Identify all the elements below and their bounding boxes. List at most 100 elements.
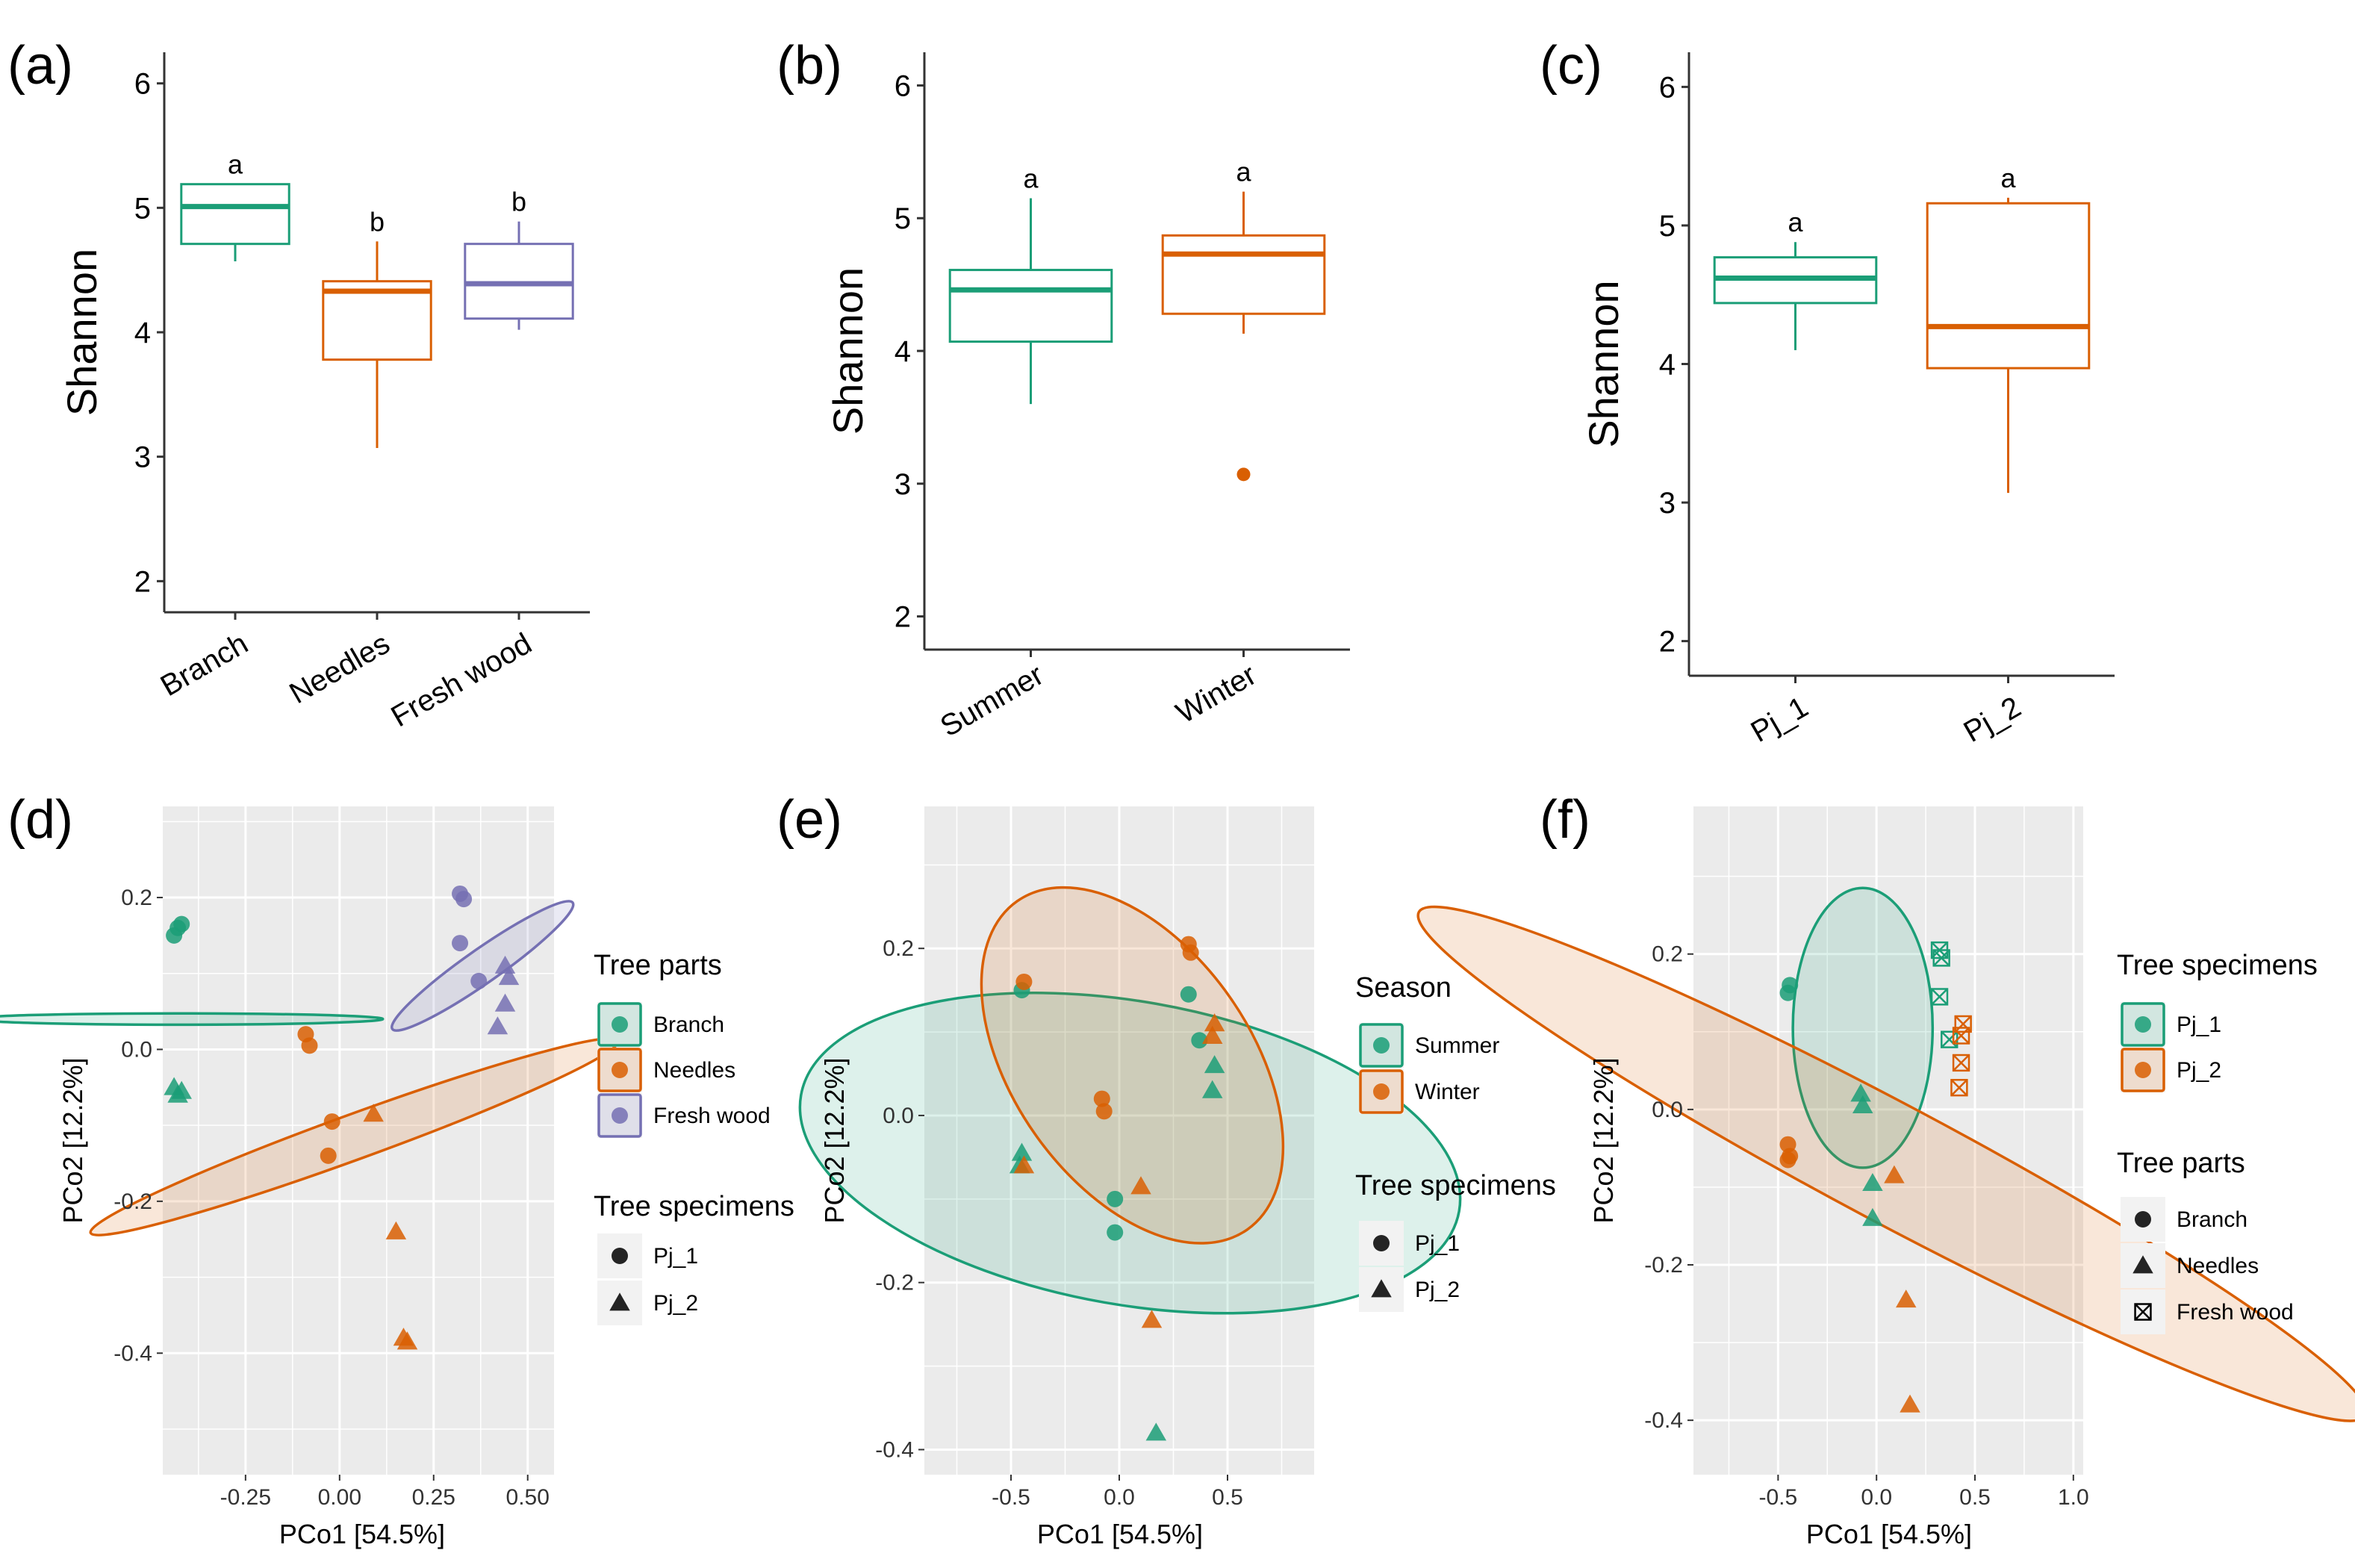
y-tick-label: 3 — [1659, 487, 1676, 520]
y-tick-label: 4 — [895, 335, 911, 368]
legend-key-symbol — [2135, 1211, 2151, 1228]
data-point — [470, 972, 488, 989]
outlier-point — [1236, 467, 1251, 482]
data-point — [301, 1037, 318, 1054]
data-point — [1930, 988, 1949, 1006]
legend-label: Pj_2 — [1415, 1278, 1460, 1302]
box-body — [180, 183, 290, 246]
data-point — [1862, 1172, 1883, 1192]
legend-label: Pj_1 — [1415, 1231, 1460, 1256]
y-tick-label: 6 — [1659, 71, 1676, 104]
x-tick-label: Branch — [155, 627, 254, 703]
x-tick-label: 1.0 — [2058, 1485, 2089, 1510]
y-axis-title: PCo2 [12.2%] — [57, 1057, 88, 1223]
legend-label: Fresh wood — [2177, 1300, 2294, 1325]
x-tick-label: 0.50 — [506, 1485, 550, 1510]
data-point — [1204, 1055, 1225, 1074]
x-tick-label: Pj_2 — [1959, 691, 2026, 749]
significance-letter: a — [1023, 164, 1039, 194]
legend-key-symbol — [1371, 1279, 1392, 1298]
data-point — [494, 955, 516, 974]
x-tick-label: 0.00 — [318, 1485, 361, 1510]
significance-letter: a — [1236, 157, 1251, 187]
data-point — [1850, 1083, 1871, 1102]
x-tick-label: 0.0 — [1104, 1485, 1135, 1510]
data-point — [1107, 1190, 1124, 1207]
data-point — [1093, 1090, 1110, 1107]
confidence-ellipse-2 — [980, 886, 1285, 1245]
plot-background — [163, 806, 554, 1475]
confidence-ellipse-1 — [798, 992, 1462, 1315]
y-tick-label: 0.0 — [121, 1037, 152, 1062]
box-1: a — [948, 164, 1113, 405]
box-3: b — [464, 187, 574, 330]
panel-letter: (b) — [777, 36, 842, 96]
data-point — [320, 1147, 337, 1164]
y-tick-label: 4 — [1659, 349, 1676, 382]
legend-title: Tree specimens — [1355, 1170, 1556, 1201]
y-tick-label: 2 — [1659, 626, 1676, 659]
data-point — [487, 1016, 508, 1035]
legend-label: Summer — [1415, 1033, 1499, 1058]
box-1: a — [180, 149, 290, 261]
legend: Tree specimens Pj_1 Pj_2 Tree parts Branch Ne… — [2117, 950, 2318, 1334]
legend-title: Season — [1355, 972, 1452, 1004]
data-point — [1182, 944, 1199, 961]
y-axis-title: Shannon — [58, 249, 105, 416]
box-body — [1161, 234, 1326, 315]
significance-letter: b — [370, 206, 385, 237]
x-tick-label: 0.5 — [1212, 1485, 1243, 1510]
box-1: a — [1713, 207, 1878, 350]
y-tick-label: -0.2 — [113, 1189, 152, 1214]
data-point — [1095, 1103, 1113, 1120]
legend-key-symbol — [2135, 1062, 2151, 1078]
legend-label: Fresh wood — [653, 1104, 771, 1128]
legend-key-symbol — [609, 1292, 630, 1311]
panel-letter: (a) — [7, 36, 73, 96]
confidence-ellipse-1 — [0, 1012, 385, 1027]
y-tick-label: -0.4 — [113, 1341, 152, 1366]
y-tick-label: 4 — [134, 317, 151, 349]
legend-title: Tree specimens — [594, 1191, 794, 1222]
y-tick-label: 5 — [895, 202, 911, 235]
legend-key-symbol — [1373, 1037, 1390, 1054]
legend-key-symbol — [2132, 1255, 2153, 1274]
data-point — [1013, 1155, 1035, 1174]
data-point — [1952, 1054, 1970, 1072]
y-tick-label: 0.0 — [1652, 1098, 1683, 1122]
legend-label: Winter — [1415, 1080, 1480, 1104]
data-point — [1201, 1025, 1223, 1044]
box-body — [322, 280, 432, 361]
data-point — [323, 1113, 340, 1130]
data-point — [1180, 986, 1197, 1003]
y-tick-label: 0.0 — [883, 1104, 914, 1128]
y-axis-title: Shannon — [1580, 280, 1627, 447]
y-tick-label: 5 — [1659, 210, 1676, 243]
y-tick-label: 3 — [895, 468, 911, 501]
data-point — [494, 993, 516, 1012]
data-point — [1895, 1289, 1917, 1308]
legend-label: Pj_1 — [2177, 1012, 2221, 1037]
data-point — [1145, 1422, 1167, 1441]
legend-label: Branch — [2177, 1207, 2247, 1232]
x-tick-label: Winter — [1171, 659, 1262, 730]
legend-key-symbol — [1373, 1235, 1390, 1251]
x-tick-label: Fresh wood — [386, 627, 538, 734]
legend-key-symbol — [612, 1107, 628, 1124]
x-tick-label: -0.5 — [992, 1485, 1030, 1510]
significance-letter: a — [1788, 207, 1803, 237]
data-point — [1107, 1224, 1124, 1241]
panel-letter: (c) — [1540, 36, 1602, 96]
data-point — [1950, 1079, 1968, 1097]
legend-key-symbol — [612, 1016, 628, 1033]
panel-letter: (d) — [7, 790, 73, 850]
legend-key-symbol — [612, 1248, 628, 1264]
legend: Season Summer Winter Tree specimens Pj_1 Pj_2 — [1355, 972, 1556, 1312]
y-tick-label: -0.4 — [1644, 1408, 1683, 1433]
box-body — [948, 269, 1113, 343]
legend-key-symbol — [2134, 1303, 2152, 1321]
x-tick-label: Summer — [935, 659, 1049, 744]
scatter-panel-5: (e) -0.5 0.0 0.5 -0.4 -0.2 0.0 0.2 PCo1 [54.5%] P… — [777, 790, 1556, 1549]
x-tick-label: -0.25 — [220, 1485, 271, 1510]
